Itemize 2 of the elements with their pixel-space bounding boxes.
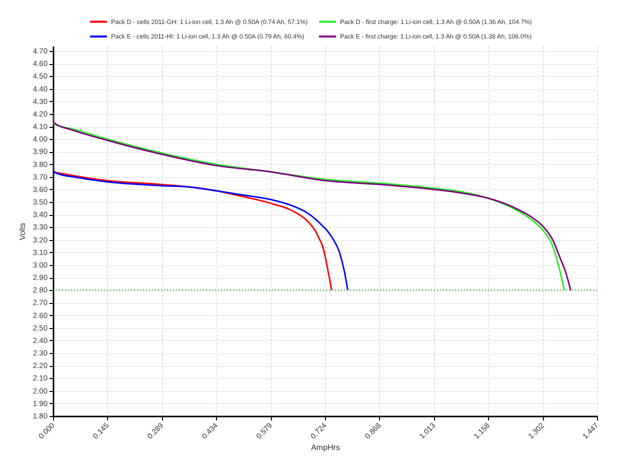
x-axis-title: AmpHrs [311,443,340,452]
y-axis-title: Volts [18,222,27,240]
